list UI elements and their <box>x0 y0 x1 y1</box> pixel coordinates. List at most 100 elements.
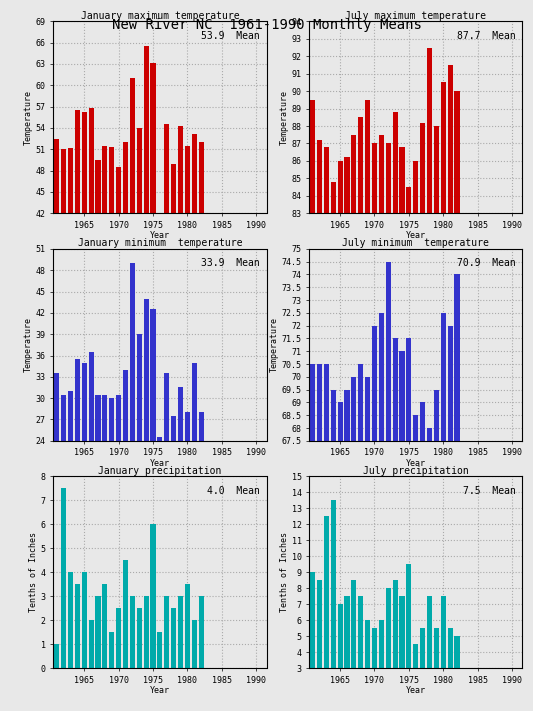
Bar <box>358 597 364 668</box>
Bar <box>178 387 183 441</box>
Bar <box>199 597 204 668</box>
Bar <box>399 147 405 213</box>
Bar <box>413 644 418 668</box>
Y-axis label: Temperature: Temperature <box>270 317 279 373</box>
Bar <box>150 63 156 213</box>
Bar <box>372 629 377 668</box>
Bar <box>448 629 453 668</box>
Bar <box>358 117 364 213</box>
Title: January maximum temperature: January maximum temperature <box>80 11 239 21</box>
Bar <box>171 164 176 213</box>
Bar <box>157 632 163 668</box>
Bar <box>150 309 156 441</box>
Bar <box>310 572 315 668</box>
Bar <box>192 620 197 668</box>
Bar <box>185 146 190 213</box>
Bar <box>88 352 94 441</box>
Bar <box>164 597 169 668</box>
Text: 53.9  Mean: 53.9 Mean <box>201 31 260 41</box>
Bar <box>123 142 128 213</box>
Bar <box>75 359 80 441</box>
Title: July precipitation: July precipitation <box>363 466 469 476</box>
Title: July maximum temperature: July maximum temperature <box>345 11 486 21</box>
Bar <box>455 91 459 213</box>
Bar <box>434 126 439 213</box>
Bar <box>75 110 80 213</box>
Bar <box>441 313 446 441</box>
Y-axis label: Temperature: Temperature <box>24 90 33 145</box>
Bar <box>434 390 439 441</box>
Bar <box>75 584 80 668</box>
Bar <box>88 108 94 213</box>
Y-axis label: Tenths of Inches: Tenths of Inches <box>29 533 38 612</box>
Bar <box>192 134 197 213</box>
Y-axis label: Tenths of Inches: Tenths of Inches <box>280 533 289 612</box>
Bar <box>317 140 322 213</box>
Bar <box>61 149 66 213</box>
Text: 7.5  Mean: 7.5 Mean <box>463 486 516 496</box>
Text: 70.9  Mean: 70.9 Mean <box>457 258 516 269</box>
Bar <box>171 416 176 441</box>
Bar <box>68 572 73 668</box>
Bar <box>150 525 156 668</box>
Bar <box>143 46 149 213</box>
Bar <box>406 565 411 668</box>
Bar <box>351 377 357 441</box>
Bar <box>420 629 425 668</box>
Bar <box>54 139 59 213</box>
Bar <box>406 187 411 213</box>
Bar <box>399 597 405 668</box>
Bar <box>88 620 94 668</box>
Title: July minimum  temperature: July minimum temperature <box>342 238 489 248</box>
Bar <box>116 167 121 213</box>
Bar <box>178 126 183 213</box>
Bar <box>95 160 101 213</box>
Bar <box>54 373 59 441</box>
Bar <box>455 274 459 441</box>
Bar <box>324 364 329 441</box>
Bar <box>164 124 169 213</box>
Bar <box>116 609 121 668</box>
X-axis label: Year: Year <box>150 686 170 695</box>
Bar <box>143 299 149 441</box>
Bar <box>123 560 128 668</box>
Bar <box>344 390 350 441</box>
Bar <box>95 597 101 668</box>
Bar <box>130 78 135 213</box>
Bar <box>95 395 101 441</box>
Bar <box>420 402 425 441</box>
Bar <box>351 135 357 213</box>
Bar <box>310 100 315 213</box>
Bar <box>392 338 398 441</box>
Bar <box>379 313 384 441</box>
Bar <box>82 572 87 668</box>
Y-axis label: Temperature: Temperature <box>280 90 289 145</box>
Bar <box>441 82 446 213</box>
Bar <box>164 373 169 441</box>
Bar <box>61 488 66 668</box>
Bar <box>157 437 163 441</box>
Bar <box>344 597 350 668</box>
X-axis label: Year: Year <box>150 231 170 240</box>
Bar <box>82 363 87 441</box>
Bar <box>178 597 183 668</box>
Bar <box>102 395 108 441</box>
Y-axis label: Temperature: Temperature <box>24 317 33 373</box>
Bar <box>427 428 432 441</box>
Bar <box>317 580 322 668</box>
Bar <box>365 100 370 213</box>
Bar <box>330 390 336 441</box>
Bar <box>441 597 446 668</box>
Bar <box>379 620 384 668</box>
Bar <box>324 516 329 668</box>
Bar <box>185 584 190 668</box>
Bar <box>68 391 73 441</box>
Bar <box>82 112 87 213</box>
Text: New River NC  1961-1990 Monthly Means: New River NC 1961-1990 Monthly Means <box>111 18 422 32</box>
Bar <box>109 632 115 668</box>
Bar <box>337 161 343 213</box>
Bar <box>102 584 108 668</box>
Bar <box>379 135 384 213</box>
Bar <box>143 597 149 668</box>
Bar <box>386 589 391 668</box>
